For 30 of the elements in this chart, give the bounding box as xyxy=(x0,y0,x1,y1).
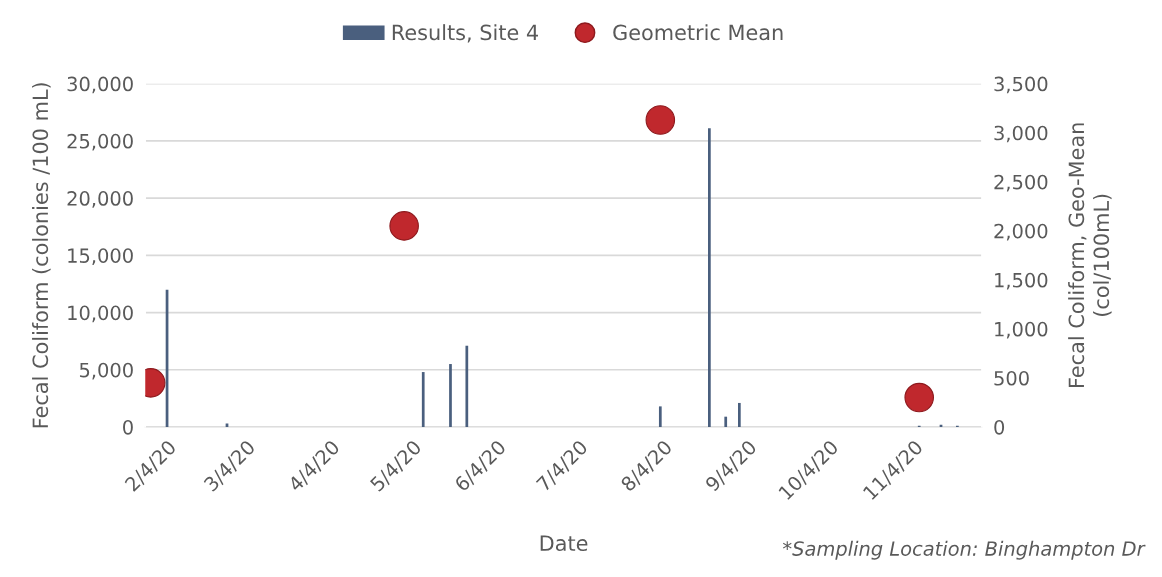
bar xyxy=(421,372,425,427)
bar xyxy=(658,406,662,427)
y-tick-label: 30,000 xyxy=(67,76,133,94)
y2-tick-label: 2,000 xyxy=(994,223,1048,241)
legend-label: Geometric Mean xyxy=(613,24,783,41)
bar xyxy=(465,345,469,427)
y2-tick-label: 1,500 xyxy=(995,272,1048,290)
y2-tick-label: 3,000 xyxy=(994,125,1048,143)
y-tick-label: 15,000 xyxy=(68,248,133,265)
y2-tick-label: 3,500 xyxy=(994,76,1048,94)
x-axis-title: Date xyxy=(540,535,588,552)
y-tick-label: 5,000 xyxy=(79,362,133,380)
y-tick-label: 10,000 xyxy=(68,305,133,323)
y2-tick-label: 1,000 xyxy=(995,321,1048,339)
bar xyxy=(449,364,452,427)
y-tick-label: 0 xyxy=(123,419,133,435)
legend-label: Results, Site 4 xyxy=(392,24,538,43)
bar xyxy=(724,416,728,427)
y-axis-title: Fecal Coliform (colonies /100 mL) xyxy=(32,83,51,428)
y-tick-label: 25,000 xyxy=(67,133,133,151)
text: *Sampling Location: Binghampton Dr xyxy=(783,540,1146,560)
y-tick-label: 20,000 xyxy=(67,191,133,208)
point xyxy=(904,382,934,413)
bar xyxy=(708,128,711,427)
point xyxy=(645,105,676,135)
y2-tick-label: 0 xyxy=(994,419,1005,435)
y2-tick-label: 2,500 xyxy=(994,174,1048,192)
y2-tick-label: 500 xyxy=(994,370,1029,386)
y2-axis-title: Fecal Coliform, Geo-Mean (col/100mL) xyxy=(1068,123,1112,387)
bar xyxy=(737,402,741,427)
